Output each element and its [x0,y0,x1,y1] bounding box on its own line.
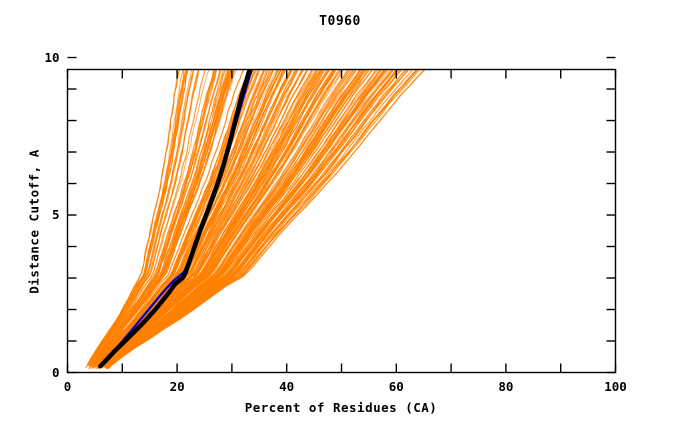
axes-layer [66,56,617,374]
model-series-layer [98,69,253,369]
x-tick-label: 100 [604,378,627,394]
x-tick-label: 0 [63,378,72,394]
x-tick-label: 40 [279,378,295,394]
x-axis-label: Percent of Residues (CA) [244,400,438,415]
y-tick-label: 0 [51,364,60,380]
y-tick-label: 10 [44,49,60,65]
x-tick-label: 60 [388,378,404,394]
series-reference [98,69,252,369]
chart-title: T0960 [319,14,361,29]
x-tick-label: 80 [498,378,514,394]
prediction-ensemble-layer [85,69,426,370]
y-tick-label: 5 [51,207,60,222]
x-tick-label: 20 [169,378,185,394]
